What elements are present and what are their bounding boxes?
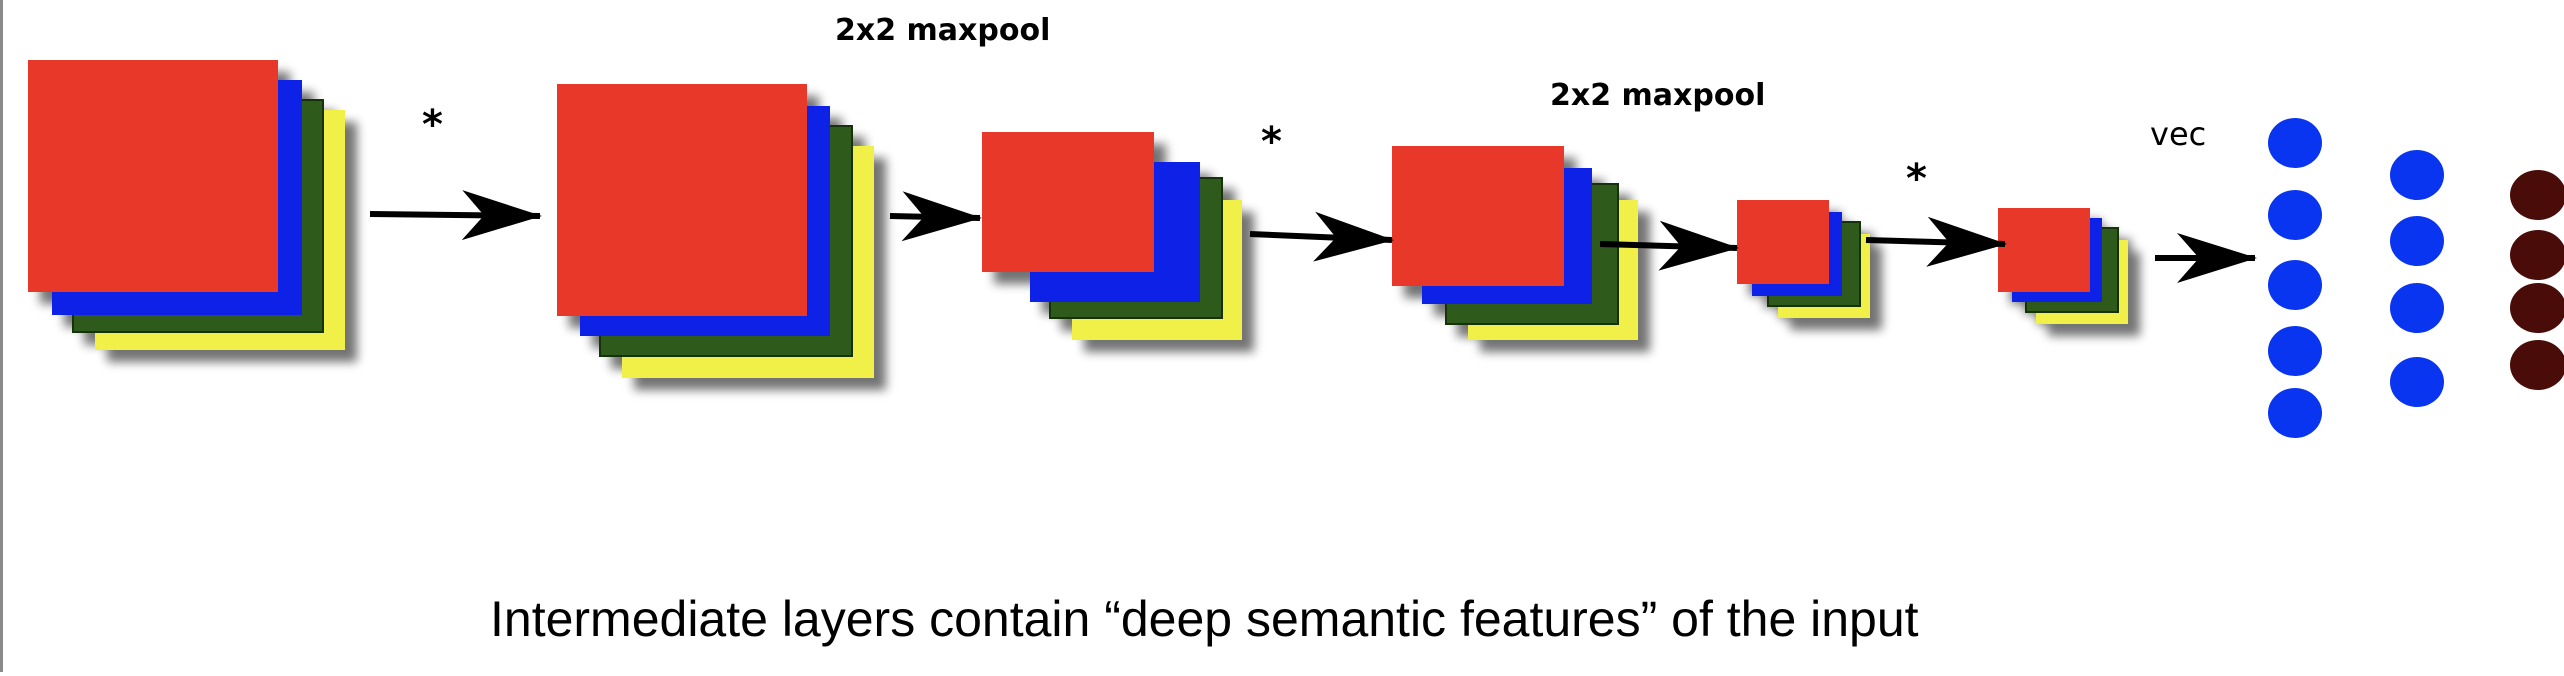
feature-map-stack-5: [1737, 200, 1870, 318]
arrow-5: [1865, 216, 2007, 267]
feature-map-stack-2: [557, 84, 874, 378]
arrow-3: [1249, 211, 1394, 262]
output-node: [2510, 170, 2564, 220]
conv-star-3: *: [1906, 156, 1927, 202]
feature-map-red: [982, 132, 1154, 272]
maxpool-label-1: 2x2 maxpool: [835, 13, 1050, 48]
output-node: [2510, 340, 2564, 390]
output-layer: [2510, 170, 2564, 390]
feature-map-red: [557, 84, 807, 316]
left-border: [0, 0, 3, 672]
conv-star-1: *: [422, 102, 443, 148]
feature-map-red: [1998, 208, 2090, 292]
vec-label: vec: [2150, 115, 2206, 153]
feature-map-stack-6: [1998, 208, 2128, 324]
diagram-caption: Intermediate layers contain “deep semant…: [490, 591, 1919, 647]
dense-layer-2: [2390, 150, 2444, 407]
arrow-1: [369, 190, 542, 241]
neuron-node: [2390, 216, 2444, 266]
neuron-node: [2268, 190, 2322, 240]
arrow-4: [1599, 220, 1739, 271]
neuron-node: [2268, 388, 2322, 438]
output-node: [2510, 230, 2564, 280]
dense-layer-1: [2268, 118, 2322, 438]
conv-star-2: *: [1261, 119, 1282, 165]
feature-map-stack-4: [1392, 146, 1638, 340]
neuron-node: [2268, 118, 2322, 168]
arrow-2: [889, 191, 982, 242]
maxpool-label-2: 2x2 maxpool: [1550, 78, 1765, 113]
neuron-node: [2390, 283, 2444, 333]
feature-map-stack-1: [28, 60, 345, 350]
output-node: [2510, 283, 2564, 333]
neuron-node: [2390, 150, 2444, 200]
neuron-node: [2268, 260, 2322, 310]
neuron-node: [2390, 357, 2444, 407]
neuron-node: [2268, 326, 2322, 376]
feature-map-red: [1737, 200, 1829, 284]
feature-map-red: [28, 60, 278, 292]
feature-map-red: [1392, 146, 1564, 286]
feature-map-stack-3: [982, 132, 1242, 340]
